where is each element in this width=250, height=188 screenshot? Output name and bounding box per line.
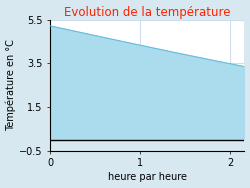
- X-axis label: heure par heure: heure par heure: [108, 172, 187, 182]
- Title: Evolution de la température: Evolution de la température: [64, 6, 230, 19]
- Y-axis label: Température en °C: Température en °C: [6, 39, 16, 131]
